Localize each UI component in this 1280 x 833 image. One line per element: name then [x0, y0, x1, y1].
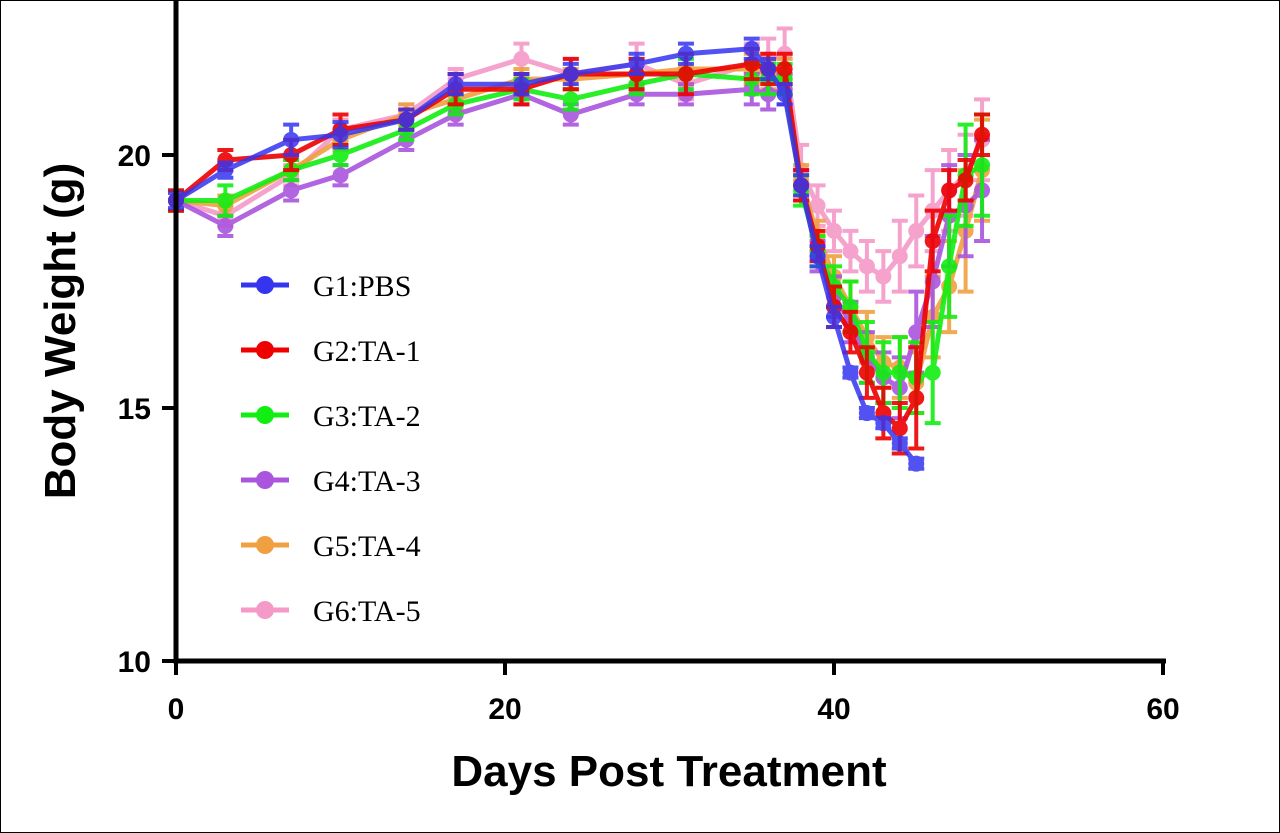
- data-point: [809, 248, 826, 265]
- data-point: [398, 111, 415, 128]
- data-point: [908, 222, 925, 239]
- data-point: [974, 126, 991, 143]
- data-point: [677, 66, 694, 83]
- data-point: [858, 405, 875, 422]
- legend-marker: [256, 536, 274, 554]
- data-point: [217, 217, 234, 234]
- data-point: [283, 182, 300, 199]
- data-point: [513, 50, 530, 67]
- data-point: [562, 91, 579, 108]
- data-point: [891, 364, 908, 381]
- legend: G1:PBS G2:TA-1 G3:TA-2 G4:TA-3 G5:TA-4 G6:TA-…: [241, 270, 421, 628]
- data-point: [908, 455, 925, 472]
- legend-label: G5:TA-4: [313, 530, 421, 563]
- y-tick-label: 10: [118, 646, 151, 679]
- data-point: [562, 66, 579, 83]
- data-point: [842, 364, 859, 381]
- legend-marker: [256, 276, 274, 294]
- data-point: [332, 167, 349, 184]
- series-layer: [168, 26, 991, 472]
- data-point: [891, 435, 908, 452]
- data-point: [842, 243, 859, 260]
- data-point: [332, 126, 349, 143]
- data-point: [875, 268, 892, 285]
- data-point: [776, 86, 793, 103]
- x-tick-label: 60: [1146, 693, 1179, 726]
- data-point: [217, 162, 234, 179]
- data-point: [513, 76, 530, 93]
- data-point: [957, 172, 974, 189]
- legend-item: G5:TA-4: [241, 530, 421, 563]
- data-point: [283, 131, 300, 148]
- legend-label: G3:TA-2: [313, 400, 421, 433]
- data-point: [875, 364, 892, 381]
- data-point: [217, 192, 234, 209]
- data-point: [826, 222, 842, 239]
- legend-marker: [256, 341, 274, 359]
- data-point: [974, 157, 991, 174]
- legend-item: G3:TA-2: [241, 400, 421, 433]
- data-point: [447, 76, 464, 93]
- data-point: [858, 364, 875, 381]
- data-point: [891, 248, 908, 265]
- legend-item: G6:TA-5: [241, 595, 421, 628]
- data-point: [628, 55, 645, 72]
- legend-item: G2:TA-1: [241, 335, 421, 368]
- series-1: [168, 36, 925, 472]
- data-point: [809, 197, 826, 214]
- data-point: [776, 60, 793, 77]
- legend-label: G4:TA-3: [313, 465, 421, 498]
- data-point: [793, 177, 810, 194]
- x-tick-label: 40: [817, 693, 850, 726]
- data-point: [924, 364, 941, 381]
- legend-label: G2:TA-1: [313, 335, 421, 368]
- data-point: [908, 389, 925, 406]
- data-point: [924, 233, 941, 250]
- data-point: [743, 40, 760, 57]
- legend-item: G1:PBS: [241, 270, 411, 303]
- data-point: [941, 182, 958, 199]
- legend-marker: [256, 406, 274, 424]
- data-point: [332, 147, 349, 163]
- y-tick-label: 15: [118, 393, 151, 426]
- data-point: [891, 420, 908, 437]
- data-point: [858, 258, 875, 275]
- y-tick-label: 20: [118, 140, 151, 173]
- axes-layer: [173, 1, 1166, 664]
- data-point: [941, 258, 958, 275]
- y-axis-title: Body Weight (g): [36, 163, 85, 499]
- data-point: [826, 308, 842, 325]
- series-line: [176, 71, 984, 381]
- data-point: [875, 415, 892, 432]
- series-line: [174, 46, 919, 466]
- legend-label: G1:PBS: [313, 270, 411, 303]
- data-point: [842, 324, 859, 341]
- data-point: [677, 45, 694, 62]
- x-axis-title: Days Post Treatment: [451, 747, 887, 796]
- x-tick-label: 20: [488, 693, 521, 726]
- legend-marker: [256, 601, 274, 619]
- tick-layer: 0 20 40 60 10 15 20: [118, 140, 1180, 726]
- x-tick-label: 0: [168, 693, 185, 726]
- legend-item: G4:TA-3: [241, 465, 421, 498]
- legend-label: G6:TA-5: [313, 595, 421, 628]
- data-point: [760, 60, 777, 77]
- legend-marker: [256, 471, 274, 489]
